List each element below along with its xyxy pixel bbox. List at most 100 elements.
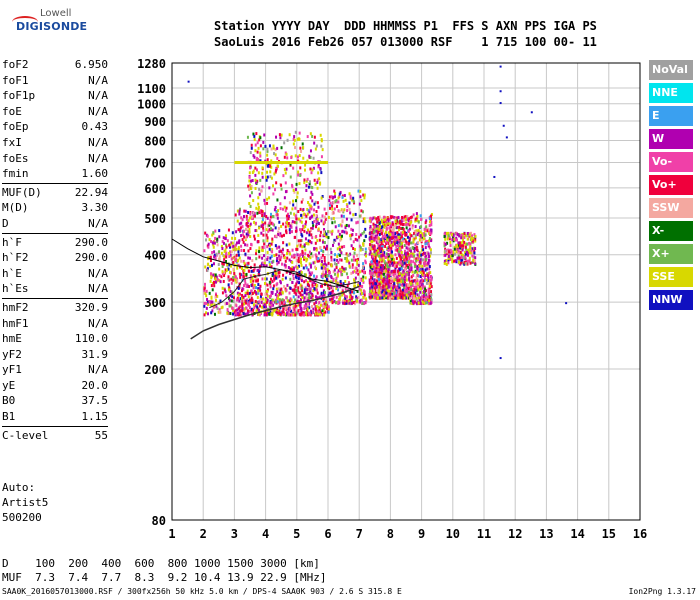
echo-point	[323, 215, 326, 219]
echo-point	[253, 283, 256, 287]
param-row-foep: foEp 0.43	[2, 119, 108, 135]
echo-point	[349, 211, 352, 215]
echo-point	[211, 233, 214, 237]
echo-point	[292, 254, 295, 258]
echo-point	[335, 276, 338, 280]
echo-point	[424, 292, 427, 296]
echo-point	[345, 259, 348, 263]
echo-point	[403, 283, 406, 287]
echo-point	[323, 220, 326, 224]
echo-point	[403, 255, 406, 259]
echo-point	[313, 260, 316, 264]
echo-point	[263, 258, 266, 262]
echo-point	[218, 308, 221, 312]
echo-point	[236, 277, 239, 281]
echo-point	[410, 263, 413, 267]
echo-point	[386, 291, 389, 295]
echo-point	[261, 277, 264, 281]
echo-point	[428, 224, 431, 228]
echo-point	[408, 227, 411, 231]
echo-point	[370, 219, 373, 223]
echo-point	[474, 247, 477, 251]
echo-point	[291, 313, 294, 317]
echo-point	[397, 276, 400, 280]
echo-point	[357, 281, 360, 285]
echo-point	[398, 287, 401, 291]
echo-point	[234, 278, 237, 282]
echo-point	[257, 291, 260, 295]
echo-point	[245, 272, 248, 276]
echo-point	[282, 254, 285, 258]
echo-point	[269, 170, 272, 174]
echo-point	[378, 244, 381, 248]
echo-point	[350, 227, 353, 231]
echo-point	[392, 225, 395, 229]
echo-point	[374, 255, 377, 259]
echo-point	[223, 288, 226, 292]
echo-point	[304, 163, 307, 167]
param-row-foes: foEs N/A	[2, 151, 108, 167]
echo-point	[249, 194, 252, 198]
echo-point	[272, 144, 275, 148]
echo-point	[266, 245, 269, 249]
echo-point	[412, 301, 415, 305]
echo-point	[360, 299, 363, 303]
echo-point	[215, 275, 218, 279]
echo-point	[240, 221, 243, 225]
echo-point	[242, 302, 245, 306]
echo-point	[240, 216, 243, 220]
echo-point	[369, 263, 372, 267]
echo-point	[236, 291, 239, 295]
echo-point	[369, 232, 372, 236]
echo-point	[204, 291, 207, 295]
echo-point	[375, 263, 378, 267]
echo-point	[461, 246, 464, 250]
echo-point	[269, 222, 272, 226]
echo-point	[321, 214, 324, 218]
echo-point	[360, 209, 363, 213]
echo-point	[416, 282, 419, 286]
echo-point	[306, 302, 309, 306]
echo-point	[333, 262, 336, 266]
echo-point	[400, 235, 403, 239]
echo-point	[430, 290, 433, 294]
param-key: yF1	[2, 363, 22, 377]
outlier-point	[565, 302, 568, 305]
echo-point	[239, 309, 242, 313]
echo-point	[222, 262, 225, 266]
echo-point	[315, 220, 318, 224]
echo-point	[425, 219, 428, 223]
echo-point	[310, 252, 313, 256]
echo-point	[370, 287, 373, 291]
echo-point	[384, 275, 387, 279]
echo-point	[418, 264, 421, 268]
echo-point	[275, 167, 278, 171]
echo-point	[292, 199, 295, 203]
echo-point	[278, 303, 281, 307]
echo-point	[390, 236, 393, 240]
echo-point	[337, 209, 340, 213]
echo-point	[451, 236, 454, 240]
echo-point	[374, 258, 377, 262]
echo-point	[218, 229, 221, 233]
echo-point	[286, 220, 289, 224]
echo-point	[305, 259, 308, 263]
echo-point	[364, 250, 367, 254]
echo-point	[443, 235, 446, 239]
echo-point	[234, 313, 237, 317]
echo-point	[227, 267, 230, 271]
echo-point	[364, 234, 367, 238]
echo-point	[277, 275, 280, 279]
echo-point	[224, 259, 227, 263]
echo-point	[412, 294, 415, 298]
echo-point	[415, 286, 418, 290]
echo-point	[318, 177, 321, 181]
echo-point	[335, 235, 338, 239]
echo-point	[279, 232, 282, 236]
echo-point	[422, 291, 425, 295]
echo-point	[296, 299, 299, 303]
echo-point	[309, 256, 312, 260]
echo-point	[299, 166, 302, 170]
echo-point	[453, 237, 456, 241]
echo-point	[307, 185, 310, 189]
